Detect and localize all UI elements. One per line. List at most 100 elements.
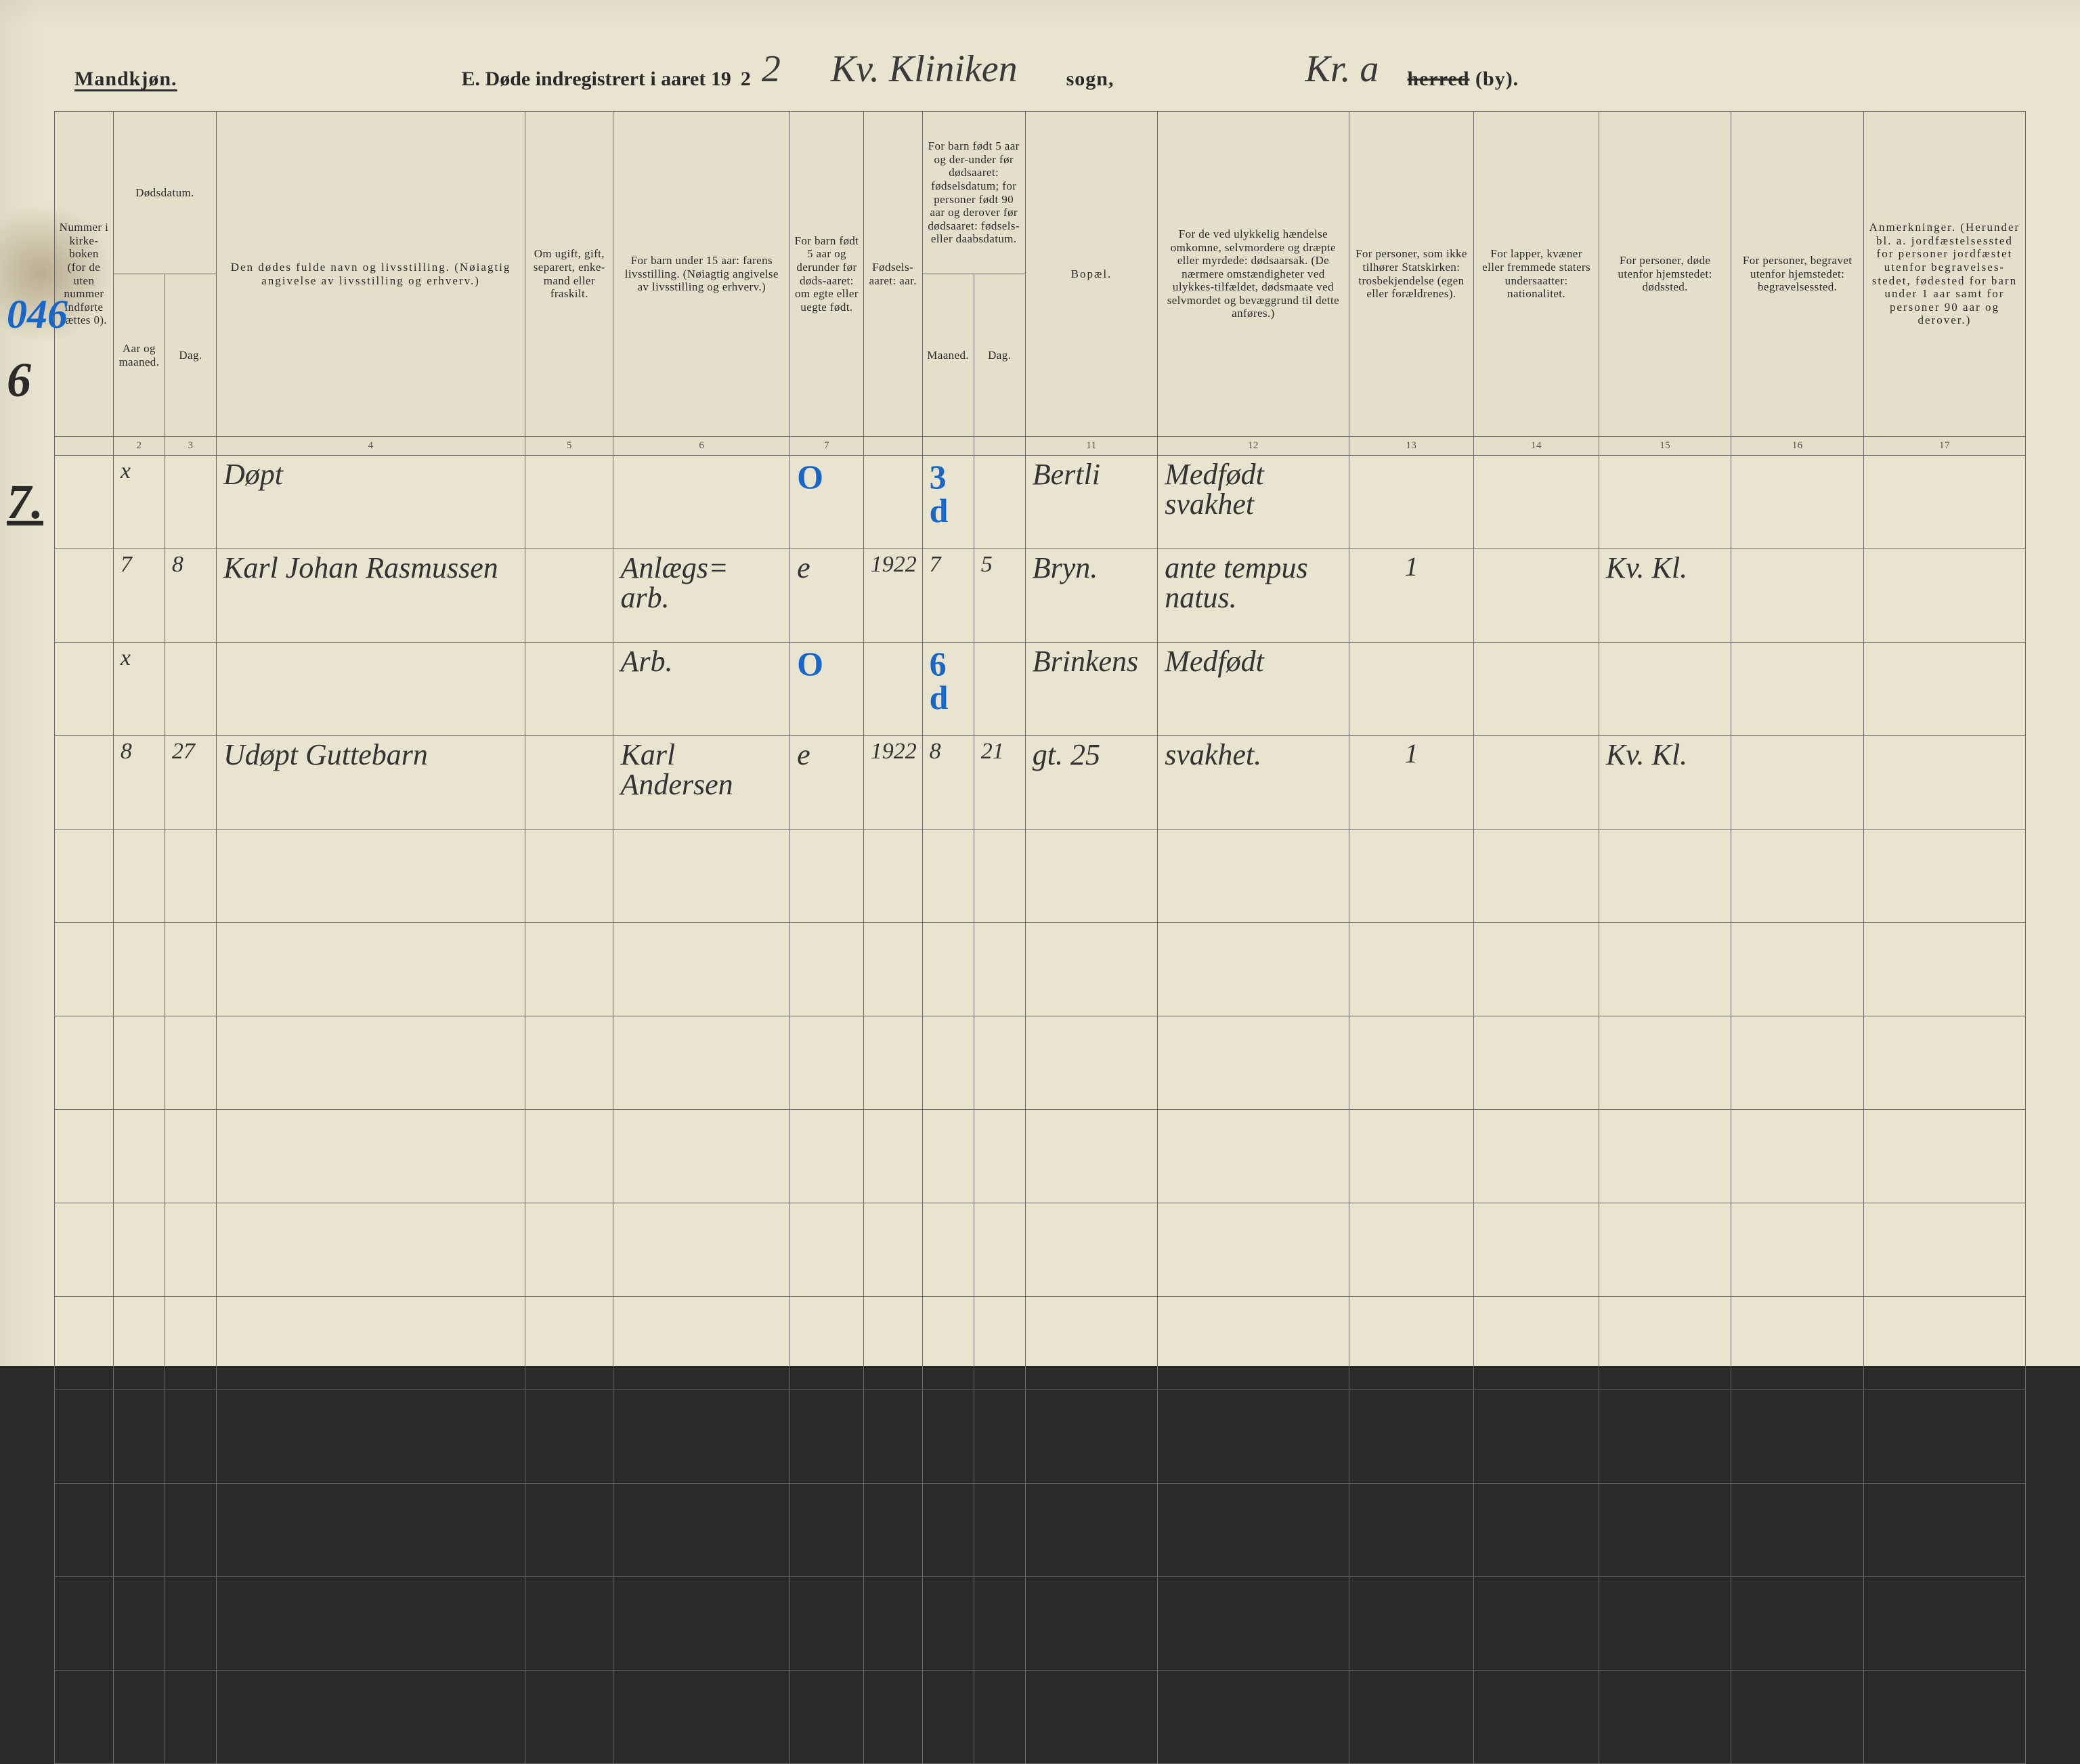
cell-c5 — [525, 1203, 613, 1297]
cell-c9 — [922, 1110, 974, 1203]
cell-c1 — [55, 1110, 114, 1203]
cell-c1 — [55, 1297, 114, 1390]
cell-c9 — [922, 1484, 974, 1577]
cell-c9: 7 — [922, 549, 974, 643]
cell-c8 — [863, 1671, 922, 1764]
table-row — [55, 1671, 2026, 1764]
cell-c17 — [1863, 1016, 2025, 1110]
cell-c17 — [1863, 1390, 2025, 1484]
cell-c12: Medfødt — [1158, 643, 1349, 736]
cell-c6 — [613, 1016, 790, 1110]
cell-c5 — [525, 830, 613, 923]
cell-c6 — [613, 1110, 790, 1203]
cell-c6 — [613, 1297, 790, 1390]
col-header-death-month: Aar og maaned. — [113, 274, 165, 437]
cell-c11: Bryn. — [1025, 549, 1158, 643]
cell-c2: 7 — [113, 549, 165, 643]
cell-c7 — [790, 1671, 864, 1764]
cell-c14 — [1474, 1110, 1599, 1203]
cell-c10 — [974, 1297, 1025, 1390]
cell-c14 — [1474, 1203, 1599, 1297]
cell-c15 — [1599, 1484, 1731, 1577]
colnum: 3 — [165, 437, 216, 456]
cell-c8 — [863, 923, 922, 1016]
cell-c7 — [790, 1016, 864, 1110]
cell-c5 — [525, 456, 613, 549]
cell-c9 — [922, 830, 974, 923]
cell-c16 — [1731, 1577, 1864, 1671]
cell-c7 — [790, 830, 864, 923]
form-title: E. Døde indregistrert i aaret 19 — [462, 68, 731, 91]
cell-c12: ante tempus natus. — [1158, 549, 1349, 643]
col-header-confession: For personer, som ikke tilhører Statskir… — [1349, 112, 1474, 437]
cell-c5 — [525, 1390, 613, 1484]
cell-c12 — [1158, 830, 1349, 923]
cell-c1 — [55, 923, 114, 1016]
cell-c15 — [1599, 923, 1731, 1016]
cell-c7 — [790, 1203, 864, 1297]
year-printed: 2 — [741, 68, 751, 91]
table-row — [55, 1203, 2026, 1297]
cell-c3 — [165, 1110, 216, 1203]
cell-c12: Medfødt svakhet — [1158, 456, 1349, 549]
col-header-name: Den dødes fulde navn og livsstilling. (N… — [216, 112, 525, 437]
cell-c1 — [55, 1016, 114, 1110]
cell-c8 — [863, 830, 922, 923]
margin-row-number-7: 7. — [7, 474, 43, 530]
cell-c4 — [216, 923, 525, 1016]
cell-c9: 3 d — [922, 456, 974, 549]
cell-c17 — [1863, 456, 2025, 549]
cell-c16 — [1731, 736, 1864, 830]
district-label: herred (by). — [1407, 68, 1519, 91]
cell-c1 — [55, 456, 114, 549]
colnum: 7 — [790, 437, 864, 456]
cell-c3 — [165, 923, 216, 1016]
cell-c15 — [1599, 830, 1731, 923]
cell-c9 — [922, 1297, 974, 1390]
margin-row-number-6: 6 — [7, 352, 31, 408]
cell-c11 — [1025, 1297, 1158, 1390]
cell-c8 — [863, 1390, 922, 1484]
cell-c9: 8 — [922, 736, 974, 830]
cell-c6 — [613, 830, 790, 923]
table-body: xDøptO3 dBertliMedfødt svakhet78Karl Joh… — [55, 456, 2026, 1764]
table-row — [55, 1390, 2026, 1484]
ledger-page: 046 6 7. Mandkjøn. E. Døde indregistrert… — [0, 0, 2080, 1366]
cell-c3 — [165, 1390, 216, 1484]
col-header-burialplace: For personer, begravet utenfor hjemstede… — [1731, 112, 1864, 437]
cell-c1 — [55, 1390, 114, 1484]
cell-c17 — [1863, 1297, 2025, 1390]
table-row: xDøptO3 dBertliMedfødt svakhet — [55, 456, 2026, 549]
cell-c4 — [216, 1484, 525, 1577]
table-row — [55, 830, 2026, 923]
col-header-marital: Om ugift, gift, separert, enke-mand elle… — [525, 112, 613, 437]
cell-c10 — [974, 923, 1025, 1016]
cell-c3 — [165, 1671, 216, 1764]
table-row — [55, 1110, 2026, 1203]
cell-c11 — [1025, 923, 1158, 1016]
cell-c16 — [1731, 923, 1864, 1016]
cell-c11 — [1025, 1203, 1158, 1297]
cell-c11 — [1025, 1577, 1158, 1671]
cell-c3 — [165, 1203, 216, 1297]
table-head: Nummer i kirke-boken (for de uten nummer… — [55, 112, 2026, 456]
cell-c12 — [1158, 1297, 1349, 1390]
cell-c14 — [1474, 549, 1599, 643]
cell-c9 — [922, 1203, 974, 1297]
cell-c14 — [1474, 643, 1599, 736]
cell-c1 — [55, 1671, 114, 1764]
herred-suffix: (by). — [1470, 68, 1519, 90]
cell-c4 — [216, 1016, 525, 1110]
cell-c5 — [525, 643, 613, 736]
col-header-cause: For de ved ulykkelig hændelse omkomne, s… — [1158, 112, 1349, 437]
cell-c6 — [613, 1577, 790, 1671]
cell-c5 — [525, 736, 613, 830]
table-row: xArb.O6 dBrinkensMedfødt — [55, 643, 2026, 736]
cell-c4 — [216, 643, 525, 736]
cell-c1 — [55, 643, 114, 736]
cell-c1 — [55, 830, 114, 923]
table-row: 827Udøpt GuttebarnKarl Andersene1922821g… — [55, 736, 2026, 830]
colnum: 4 — [216, 437, 525, 456]
cell-c15 — [1599, 456, 1731, 549]
cell-c15: Kv. Kl. — [1599, 549, 1731, 643]
